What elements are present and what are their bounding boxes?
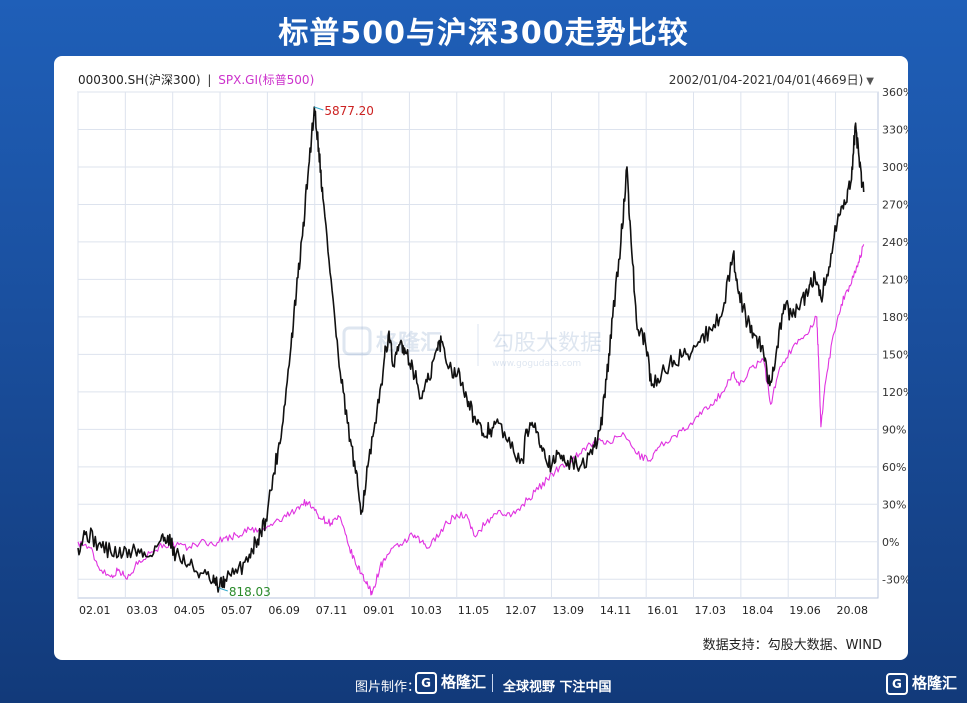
line-chart: 格隆汇 勾股大数据 www.gogudata.com 5877.20 818.03… [77,86,908,617]
x-tick-label: 13.09 [552,604,584,617]
annotation-leader [218,587,228,592]
x-tick-label: 12.07 [505,604,537,617]
x-tick-label: 04.05 [174,604,206,617]
y-tick-label: 210% [882,273,908,286]
legend-spx[interactable]: SPX.GI(标普500) [218,73,315,87]
series-group [77,106,865,596]
x-tick-label: 09.01 [363,604,395,617]
x-axis: 02.01 03.03 04.05 05.07 06.09 07.11 09.01 10.03… [79,604,868,617]
x-tick-label: 20.08 [837,604,869,617]
legend-hs300[interactable]: 000300.SH(沪深300) [78,73,201,87]
x-tick-label: 06.09 [268,604,300,617]
watermark-logo-icon [342,326,372,356]
date-range-selector[interactable]: 2002/01/04-2021/04/01(4669日) ▼ [669,71,874,88]
footer-logo-text: 格隆汇 [441,673,487,691]
x-tick-label: 02.01 [79,604,111,617]
footer-logo: G 格隆汇 [415,671,486,694]
series-line-hs300 [77,106,865,593]
y-tick-label: 300% [882,161,908,174]
watermark-text: 勾股大数据 [492,331,602,356]
annotations-group: 5877.20 818.03 [218,104,374,599]
page-title: 标普500与沪深300走势比较 [278,16,689,51]
logo-g-icon: G [885,672,908,695]
y-tick-label: 180% [882,311,908,324]
footer-divider [492,674,493,692]
x-tick-label: 14.11 [600,604,632,617]
x-tick-label: 11.05 [458,604,490,617]
max-annotation: 5877.20 [324,104,374,118]
y-tick-label: 90% [882,423,906,436]
made-by-label: 图片制作： [355,680,421,695]
y-tick-label: 60% [882,461,906,474]
footer: 图片制作： G 格隆汇 全球视野 下注中国 [0,668,967,698]
x-tick-label: 17.03 [695,604,727,617]
series-line-spx [77,244,865,596]
x-tick-label: 07.11 [316,604,348,617]
y-tick-label: 150% [882,348,908,361]
footer-slogan: 全球视野 下注中国 [503,680,612,695]
y-tick-label: 360% [882,86,908,99]
y-tick-label: 120% [882,386,908,399]
date-range-text: 2002/01/04-2021/04/01(4669日) [668,73,864,87]
chart-grid [77,91,879,599]
y-tick-label: -30% [882,573,908,586]
corner-logo-text: 格隆汇 [911,674,957,692]
x-tick-label: 03.03 [126,604,158,617]
y-tick-label: 330% [882,123,908,136]
x-tick-label: 10.03 [410,604,442,617]
annotation-leader [314,106,324,111]
logo-g-icon: G [415,671,437,694]
y-axis: 360% 330% 300% 270% 240% 210% 180% 150% 120% 90% 6… [882,86,908,586]
x-tick-label: 19.06 [789,604,821,617]
triangle-down-icon[interactable]: ▼ [866,76,874,87]
x-tick-label: 16.01 [647,604,679,617]
corner-logo: G 格隆汇 [885,672,957,695]
watermark: 格隆汇 勾股大数据 www.gogudata.com [342,324,602,369]
y-tick-label: 240% [882,236,908,249]
data-source: 数据支持：勾股大数据、WIND [702,638,882,653]
x-tick-label: 05.07 [221,604,253,617]
min-annotation: 818.03 [229,585,271,599]
watermark-logo: 格隆汇 [376,330,442,356]
y-tick-label: 0% [882,536,899,549]
y-tick-label: 270% [882,198,908,211]
x-tick-label: 18.04 [742,604,774,617]
watermark-url: www.gogudata.com [492,359,581,369]
y-tick-label: 30% [882,498,906,511]
legend: 000300.SH(沪深300) | SPX.GI(标普500) [78,71,314,88]
chart-panel: 000300.SH(沪深300) | SPX.GI(标普500) 2002/01… [54,56,908,660]
legend-separator: | [207,73,212,87]
